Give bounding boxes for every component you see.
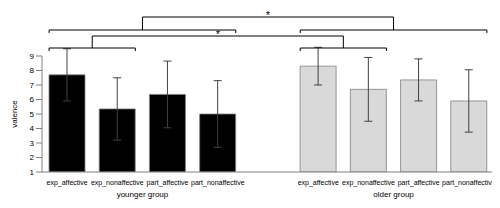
svg-text:part_nonaffective: part_nonaffective <box>191 179 245 187</box>
svg-text:exp_affective: exp_affective <box>298 179 339 187</box>
svg-text:1: 1 <box>30 168 35 177</box>
svg-text:valence: valence <box>10 100 19 128</box>
svg-text:older group: older group <box>373 190 414 199</box>
svg-text:exp_affective: exp_affective <box>47 179 88 187</box>
svg-text:8: 8 <box>30 66 35 75</box>
svg-text:*: * <box>216 28 221 40</box>
svg-text:part_affective: part_affective <box>398 179 440 187</box>
svg-text:part_affective: part_affective <box>147 179 189 187</box>
svg-text:4: 4 <box>30 124 35 133</box>
svg-text:3: 3 <box>30 139 35 148</box>
svg-text:9: 9 <box>30 52 35 61</box>
svg-text:younger group: younger group <box>117 190 169 199</box>
svg-text:exp_nonaffective: exp_nonaffective <box>342 179 395 187</box>
svg-text:6: 6 <box>30 95 35 104</box>
svg-text:exp_nonaffective: exp_nonaffective <box>91 179 144 187</box>
svg-text:part_nonaffective: part_nonaffective <box>442 179 492 187</box>
svg-text:7: 7 <box>30 81 35 90</box>
svg-text:*: * <box>266 9 271 21</box>
svg-text:2: 2 <box>30 153 35 162</box>
svg-text:5: 5 <box>30 110 35 119</box>
